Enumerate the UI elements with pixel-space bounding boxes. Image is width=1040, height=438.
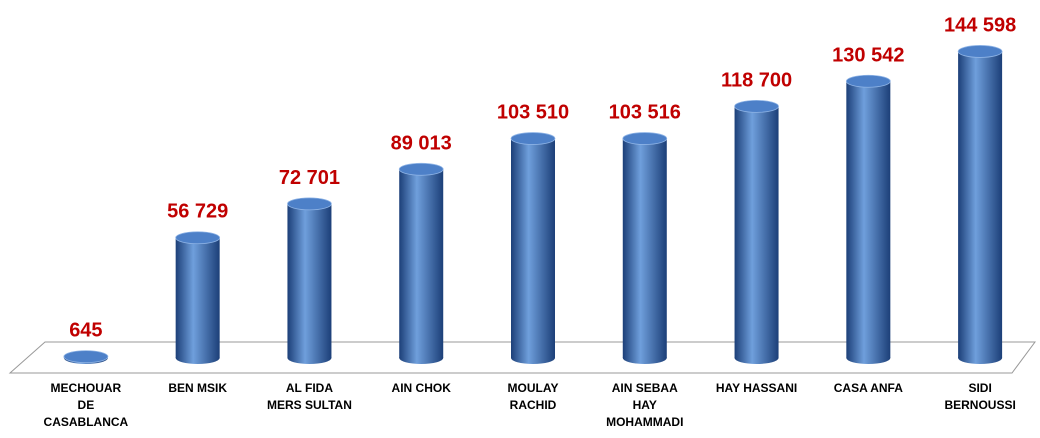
- x-tick-label: MOULAY RACHID: [507, 381, 559, 412]
- bar-top: [287, 197, 332, 211]
- x-tick-label: SIDI BERNOUSSI: [944, 381, 1016, 412]
- bar: [734, 106, 779, 358]
- x-tick-label: AL FIDA MERS SULTAN: [266, 381, 352, 412]
- bar: [511, 138, 555, 358]
- bar: [287, 203, 332, 358]
- value-label: 130 542: [832, 44, 904, 66]
- x-tick-label: AIN SEBAA HAY MOHAMMADI: [606, 381, 684, 429]
- x-tick-label: HAY HASSANI: [715, 381, 798, 395]
- x-tick-label: MECHOUAR DE CASABLANCA: [43, 381, 129, 429]
- value-label: 72 701: [279, 167, 340, 189]
- bar-top: [63, 350, 109, 364]
- value-label: 118 700: [721, 69, 792, 91]
- bar-top: [510, 132, 556, 145]
- value-label: 144 598: [944, 14, 1016, 36]
- bar: [175, 237, 220, 358]
- bar-top: [175, 231, 221, 245]
- x-tick-label: AIN CHOK: [391, 381, 451, 395]
- value-label: 645: [69, 320, 102, 342]
- bar-top: [957, 45, 1003, 58]
- value-label: 56 729: [167, 201, 228, 223]
- value-label: 103 510: [497, 102, 569, 124]
- bar-top: [622, 132, 668, 145]
- bar-top: [734, 99, 779, 113]
- x-tick-label: CASA ANFA: [833, 381, 903, 395]
- bar: [958, 51, 1003, 358]
- bar-top: [845, 74, 891, 88]
- value-label: 103 516: [609, 102, 681, 124]
- bar-top: [398, 162, 444, 176]
- bar: [399, 169, 444, 358]
- bar: [622, 138, 667, 358]
- x-tick-label: BEN MSIK: [168, 381, 227, 395]
- bar: [846, 81, 891, 358]
- value-label: 89 013: [391, 132, 452, 154]
